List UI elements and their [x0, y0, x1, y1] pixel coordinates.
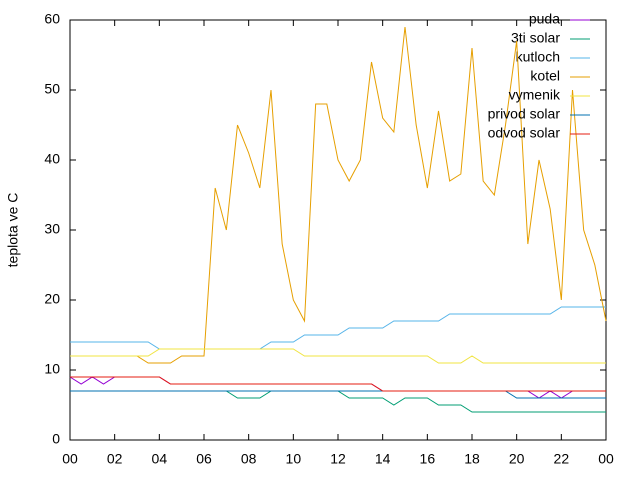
legend-label: puda	[529, 11, 560, 27]
x-tick-label: 22	[554, 451, 570, 467]
y-tick-label: 0	[52, 431, 60, 447]
series-line	[70, 348, 606, 364]
y-tick-label: 40	[44, 151, 60, 167]
y-tick-label: 60	[44, 11, 60, 27]
y-tick-label: 20	[44, 291, 60, 307]
x-tick-label: 00	[62, 451, 78, 467]
y-tick-label: 10	[44, 361, 60, 377]
x-tick-label: 16	[420, 451, 436, 467]
x-tick-label: 00	[598, 451, 614, 467]
x-tick-label: 14	[375, 451, 391, 467]
x-tick-label: 06	[196, 451, 212, 467]
y-tick-label: 30	[44, 221, 60, 237]
series-line	[69, 376, 606, 399]
x-tick-label: 08	[241, 451, 257, 467]
x-tick-label: 18	[464, 451, 480, 467]
series-line	[70, 26, 607, 364]
legend-label: vymenik	[509, 87, 561, 103]
legend-label: kutloch	[516, 49, 560, 65]
series-line	[70, 376, 606, 392]
legend-label: 3ti solar	[511, 30, 560, 46]
legend-label: kotel	[530, 68, 560, 84]
series-line	[70, 390, 606, 413]
legend-label: odvod solar	[488, 125, 561, 141]
y-axis-label: teplota ve C	[5, 193, 21, 268]
series-line	[70, 306, 606, 350]
x-tick-label: 12	[330, 451, 346, 467]
legend-label: privod solar	[488, 106, 561, 122]
x-tick-label: 04	[152, 451, 168, 467]
x-tick-label: 02	[107, 451, 123, 467]
x-tick-label: 10	[286, 451, 302, 467]
x-tick-label: 20	[509, 451, 525, 467]
series-line	[70, 390, 606, 399]
y-tick-label: 50	[44, 81, 60, 97]
